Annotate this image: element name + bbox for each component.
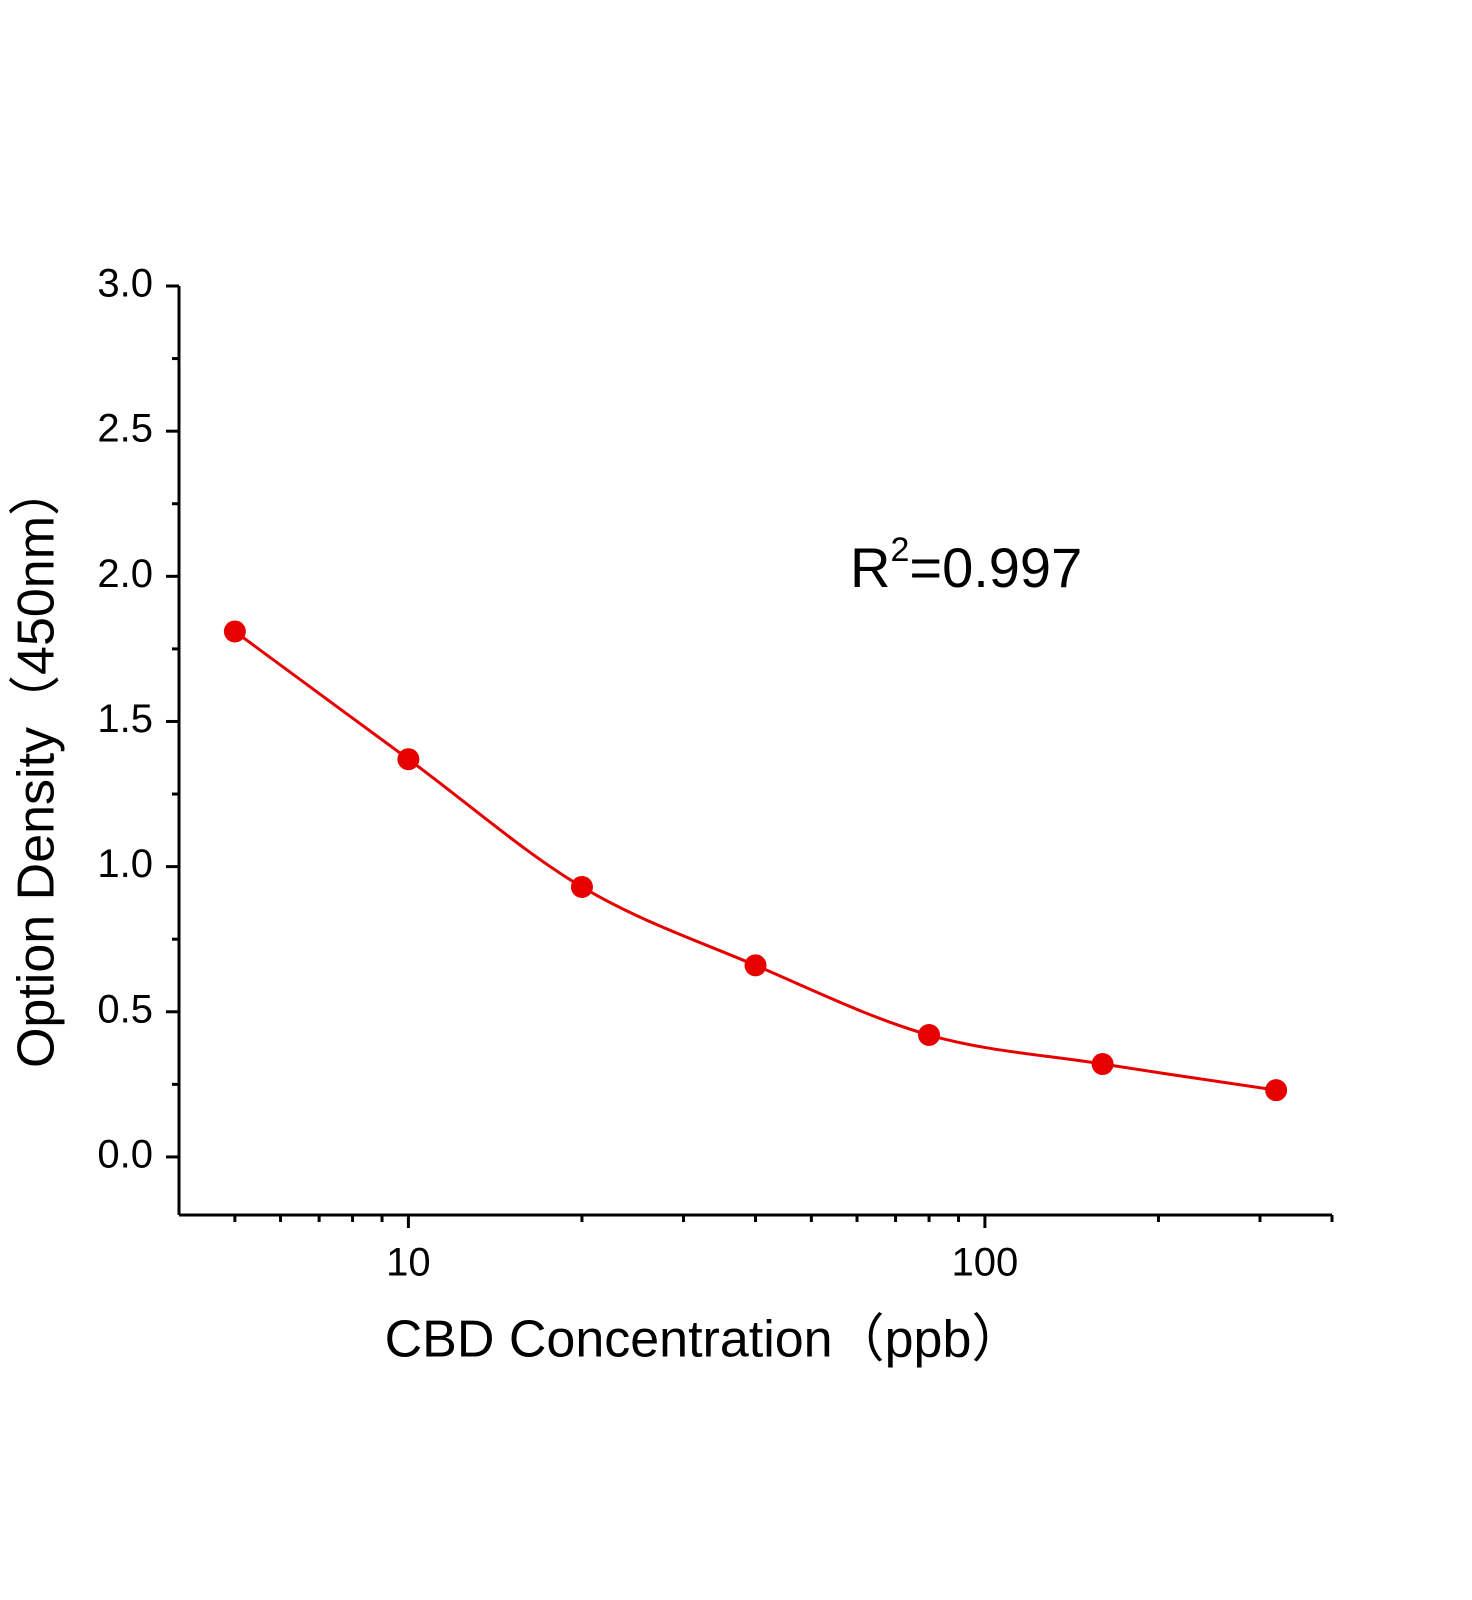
data-point [570, 875, 593, 898]
annotation: R2=0.997 [850, 531, 1082, 599]
y-tick-label: 1.5 [97, 697, 153, 741]
data-point [397, 748, 420, 771]
x-axis-title: CBD Concentration（ppb） [385, 1311, 1024, 1369]
annotation-base: R [850, 536, 890, 599]
data-point [918, 1024, 941, 1047]
x-tick-label: 10 [386, 1241, 431, 1285]
annotation-text: =0.997 [909, 536, 1082, 599]
fit-curve [233, 630, 1277, 1092]
annotation-superscript: 2 [890, 531, 909, 569]
data-point [223, 620, 246, 643]
data-point [744, 954, 767, 977]
y-tick-label: 0.5 [97, 987, 153, 1031]
data-point [1091, 1053, 1114, 1076]
y-tick-label: 0.0 [97, 1133, 153, 1177]
x-tick-label: 100 [952, 1241, 1019, 1285]
y-tick-label: 1.0 [97, 842, 153, 886]
y-tick-label: 3.0 [97, 262, 153, 306]
y-tick-label: 2.0 [97, 552, 153, 596]
y-axis-title: Option Density（450nm） [8, 464, 66, 1068]
y-tick-label: 2.5 [97, 407, 153, 451]
data-point [1265, 1079, 1288, 1102]
